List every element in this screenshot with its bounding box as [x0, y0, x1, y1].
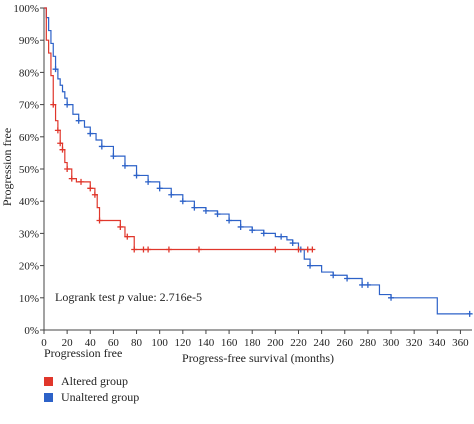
censor-mark-altered-group [145, 246, 152, 253]
censor-mark-unaltered-group [344, 275, 351, 282]
legend: Progression free Altered group Unaltered… [44, 346, 139, 405]
x-axis-ticks: 0 20 40 60 80 100 120 140 160 180 200 220 240 260 280 3… [41, 330, 469, 349]
y-tick-label: 30% [19, 228, 39, 240]
x-tick-label: 220 [290, 337, 307, 349]
x-tick-label: 280 [360, 337, 377, 349]
x-tick-label: 120 [175, 337, 192, 349]
x-tick-label: 0 [41, 337, 47, 349]
censor-mark-unaltered-group [289, 240, 296, 247]
x-tick-label: 140 [198, 337, 215, 349]
legend-swatch-altered [44, 376, 53, 386]
x-axis-label: Progress-free survival (months) [182, 351, 334, 365]
x-tick-label: 360 [452, 337, 469, 349]
censor-mark-altered-group [272, 246, 279, 253]
censor-mark-altered-group [59, 146, 66, 153]
censor-mark-unaltered-group [388, 294, 395, 301]
censor-mark-unaltered-group [202, 207, 209, 214]
censor-mark-unaltered-group [191, 204, 198, 211]
censor-mark-unaltered-group [110, 153, 117, 160]
legend-item-altered: Altered group [44, 373, 139, 389]
y-tick-label: 50% [19, 164, 39, 176]
censor-mark-unaltered-group [237, 223, 244, 230]
censor-mark-unaltered-group [75, 117, 82, 124]
legend-title: Progression free [44, 346, 123, 360]
annotation-prefix: Logrank test [55, 290, 118, 304]
x-tick-label: 20 [62, 337, 74, 349]
censor-mark-unaltered-group [307, 262, 314, 269]
x-tick-label: 100 [151, 337, 168, 349]
y-tick-label: 100% [13, 3, 39, 15]
censor-mark-unaltered-group [359, 281, 366, 288]
series-line-altered-group [44, 7, 313, 251]
annotation-p: p [117, 290, 124, 304]
y-tick-label: 40% [19, 196, 39, 208]
censor-mark-unaltered-group [214, 211, 221, 218]
censor-mark-unaltered-group [179, 198, 186, 205]
x-tick-label: 160 [221, 337, 238, 349]
y-tick-label: 60% [19, 132, 39, 144]
censor-mark-unaltered-group [260, 230, 267, 237]
x-tick-label: 60 [108, 337, 120, 349]
legend-label-unaltered: Unaltered group [61, 389, 140, 404]
censor-mark-altered-group [165, 246, 172, 253]
legend-swatch-unaltered [44, 392, 53, 402]
y-tick-label: 70% [19, 100, 39, 112]
legend-item-unaltered: Unaltered group [44, 389, 139, 405]
annotation-value: value: 2.716e-5 [124, 290, 202, 304]
plot-frame [43, 8, 472, 331]
y-axis-ticks: 0% 10% 20% 30% 40% 50% 60% 70% 80% 90% 100% [13, 3, 44, 337]
censor-mark-altered-group [196, 246, 203, 253]
censor-mark-unaltered-group [466, 310, 473, 317]
censor-mark-unaltered-group [364, 281, 371, 288]
censor-mark-altered-group [91, 191, 98, 198]
x-tick-label: 320 [406, 337, 423, 349]
x-tick-label: 300 [383, 337, 400, 349]
censor-mark-altered-group [124, 233, 131, 240]
censor-mark-unaltered-group [168, 191, 175, 198]
series-layer [44, 7, 473, 317]
censor-mark-altered-group [64, 166, 71, 172]
logrank-annotation: Logrank test p value: 2.716e-5 [55, 290, 202, 304]
censor-mark-altered-group [87, 185, 94, 192]
censor-mark-unaltered-group [156, 185, 163, 192]
censor-mark-altered-group [68, 175, 75, 182]
y-axis-label: Progression free [0, 128, 14, 206]
x-tick-label: 340 [429, 337, 446, 349]
censor-mark-unaltered-group [98, 143, 105, 150]
y-tick-label: 20% [19, 261, 39, 273]
y-tick-label: 10% [19, 293, 39, 305]
x-tick-label: 40 [85, 337, 97, 349]
censor-mark-unaltered-group [278, 233, 285, 240]
y-tick-label: 90% [19, 35, 39, 47]
censor-mark-unaltered-group [133, 172, 140, 179]
censor-mark-altered-group [50, 101, 57, 108]
censor-mark-unaltered-group [226, 217, 233, 224]
censor-mark-altered-group [309, 246, 316, 253]
censor-mark-unaltered-group [145, 178, 152, 185]
x-tick-label: 200 [267, 337, 284, 349]
censor-mark-altered-group [54, 127, 61, 134]
censor-mark-unaltered-group [52, 66, 59, 73]
censor-mark-altered-group [57, 140, 64, 147]
censor-mark-unaltered-group [121, 162, 128, 169]
censor-mark-altered-group [117, 223, 124, 230]
y-tick-label: 0% [24, 325, 39, 337]
censor-mark-altered-group [131, 246, 138, 253]
x-tick-label: 80 [131, 337, 143, 349]
censor-mark-altered-group [78, 178, 85, 185]
censor-mark-unaltered-group [330, 272, 337, 279]
x-tick-label: 240 [313, 337, 330, 349]
censor-mark-altered-group [96, 217, 103, 224]
y-tick-label: 80% [19, 67, 39, 79]
censor-mark-unaltered-group [64, 101, 71, 108]
censor-mark-unaltered-group [87, 130, 94, 137]
x-tick-label: 180 [244, 337, 261, 349]
x-tick-label: 260 [337, 337, 354, 349]
censor-mark-altered-group [295, 246, 302, 253]
legend-label-altered: Altered group [61, 373, 128, 388]
series-line-unaltered-group [44, 7, 472, 315]
censor-mark-unaltered-group [249, 227, 256, 234]
